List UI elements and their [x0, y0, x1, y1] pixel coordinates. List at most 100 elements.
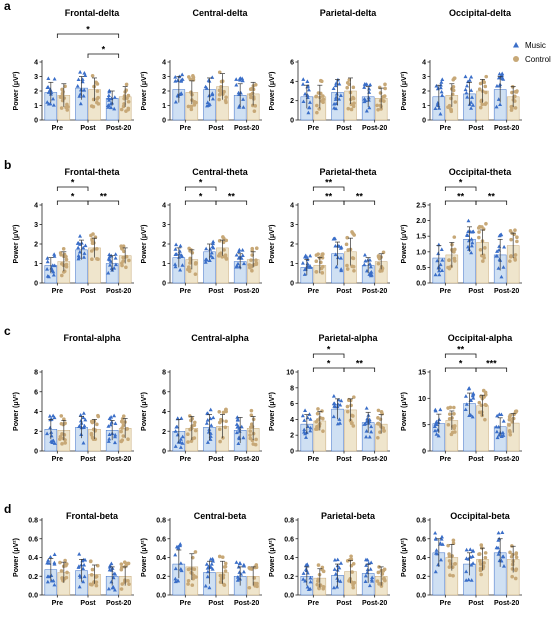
data-point-music — [500, 72, 505, 77]
y-axis-label: Power (μV²) — [269, 392, 276, 431]
data-point-music — [466, 577, 471, 582]
significance-bracket — [56, 186, 89, 191]
data-point-control — [510, 90, 514, 95]
data-point-music — [173, 444, 178, 448]
data-point-music — [234, 422, 239, 426]
data-point-music — [210, 92, 215, 97]
significance-bracket — [184, 200, 217, 205]
data-point-control — [222, 248, 226, 252]
data-point-music — [434, 432, 439, 436]
data-point-control — [224, 257, 229, 261]
x-tick-label: Pre — [52, 456, 63, 463]
data-point-control — [222, 565, 227, 569]
data-point-control — [448, 573, 452, 578]
data-point-music — [205, 100, 210, 104]
data-point-control — [190, 250, 195, 255]
data-point-music — [367, 90, 372, 94]
data-point-music — [82, 71, 87, 75]
data-point-music — [305, 93, 310, 97]
data-point-music — [180, 77, 185, 81]
data-point-music — [77, 552, 82, 556]
data-point-control — [378, 91, 383, 95]
data-point-music — [305, 265, 310, 269]
y-tick-label: 0.2 — [416, 574, 426, 581]
data-point-control — [223, 561, 228, 566]
data-point-music — [363, 573, 368, 578]
data-point-music — [308, 428, 313, 433]
data-point-control — [59, 414, 64, 418]
data-point-control — [513, 106, 518, 110]
data-point-control — [509, 555, 514, 559]
data-point-control — [351, 414, 355, 418]
data-point-music — [209, 250, 214, 255]
data-point-control — [126, 106, 131, 111]
data-point-music — [76, 77, 81, 82]
data-point-music — [240, 76, 245, 81]
data-point-music — [471, 561, 476, 565]
significance-bracket — [444, 186, 477, 191]
data-point-music — [466, 244, 471, 249]
y-tick-label: 2 — [162, 89, 166, 96]
x-tick-label: Pre — [180, 288, 191, 295]
data-point-music — [497, 549, 502, 554]
data-point-music — [106, 586, 111, 591]
data-point-control — [120, 420, 125, 424]
data-point-music — [106, 103, 111, 107]
data-point-music — [106, 93, 111, 97]
data-point-control — [316, 407, 320, 411]
data-point-music — [364, 563, 369, 567]
data-point-control — [95, 97, 99, 101]
data-point-music — [175, 416, 180, 420]
data-point-music — [331, 393, 336, 398]
data-point-control — [508, 259, 512, 263]
x-tick-label: Post — [208, 600, 224, 607]
data-point-control — [89, 233, 93, 238]
data-point-music — [437, 272, 442, 277]
data-point-music — [469, 398, 474, 402]
data-point-control — [95, 82, 100, 86]
data-point-control — [449, 264, 453, 269]
data-point-music — [49, 439, 54, 443]
data-point-music — [364, 434, 369, 439]
data-point-music — [204, 246, 209, 251]
data-point-control — [186, 582, 190, 586]
data-point-control — [513, 253, 518, 257]
data-point-music — [51, 413, 56, 418]
y-tick-label: 0 — [162, 449, 166, 456]
data-point-control — [59, 273, 64, 278]
y-tick-label: 8 — [290, 385, 294, 392]
data-point-control — [248, 433, 252, 437]
data-point-music — [337, 244, 342, 248]
data-point-control — [221, 410, 226, 415]
data-point-music — [469, 562, 474, 567]
significance-bracket — [312, 367, 345, 372]
significance-label: * — [71, 178, 75, 188]
data-point-control — [95, 422, 99, 427]
data-point-control — [320, 254, 324, 258]
data-point-control — [217, 97, 221, 102]
data-point-music — [51, 269, 56, 274]
data-point-control — [320, 567, 324, 572]
data-point-control — [352, 395, 356, 399]
data-point-music — [239, 424, 244, 429]
data-point-control — [349, 554, 353, 559]
y-tick-label: 6 — [34, 389, 38, 396]
data-point-music — [178, 445, 183, 449]
chart-title: Parietal-alpha — [318, 333, 378, 343]
data-point-music — [308, 579, 313, 584]
data-point-control — [248, 265, 252, 270]
data-point-control — [250, 268, 254, 273]
data-point-music — [439, 534, 444, 539]
data-point-music — [51, 96, 56, 101]
data-point-control — [95, 256, 99, 261]
data-point-control — [317, 107, 321, 111]
data-point-music — [77, 424, 82, 428]
data-point-control — [224, 95, 228, 100]
data-point-control — [447, 552, 451, 556]
panel-frontal-delta: a Frontal-delta Power (μV²) 0 1 2 3 4 Pre Post Pos… — [4, 0, 134, 132]
data-point-music — [438, 407, 443, 412]
data-point-music — [469, 578, 474, 582]
data-point-music — [303, 578, 308, 583]
data-point-control — [249, 258, 253, 262]
data-point-music — [211, 559, 216, 563]
